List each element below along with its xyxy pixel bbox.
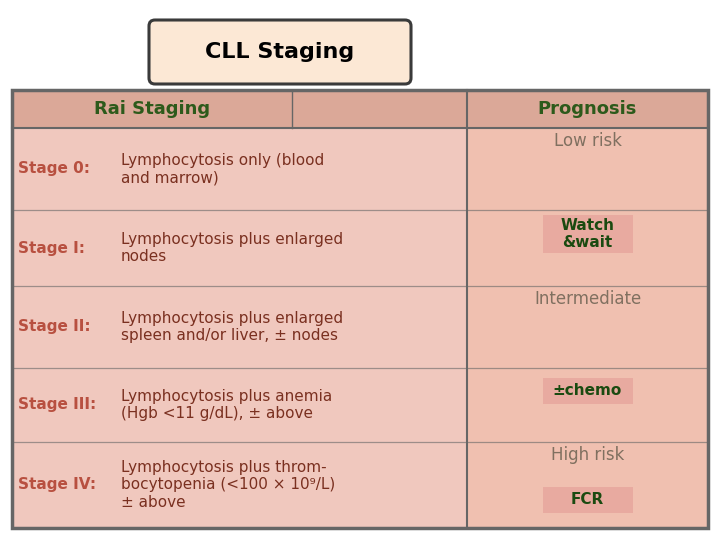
Bar (542, 377, 632, 403)
Text: Rai Staging: Rai Staging (94, 100, 210, 118)
Text: Watch
&wait: Watch &wait (560, 218, 614, 250)
Text: Lymphocytosis plus enlarged
nodes: Lymphocytosis plus enlarged nodes (121, 232, 343, 264)
Bar (468, 128, 707, 286)
Bar (12, 90, 708, 528)
Text: Prognosis: Prognosis (538, 100, 637, 118)
Text: Stage III:: Stage III: (18, 397, 96, 413)
Text: Stage 0:: Stage 0: (18, 161, 90, 177)
Text: Lymphocytosis plus anemia
(Hgb <11 g/dL), ± above: Lymphocytosis plus anemia (Hgb <11 g/dL)… (121, 389, 332, 421)
Text: ±chemo: ±chemo (553, 383, 622, 398)
Text: High risk: High risk (551, 446, 624, 464)
Bar (468, 442, 707, 528)
Text: Lymphocytosis plus enlarged
spleen and/or liver, ± nodes: Lymphocytosis plus enlarged spleen and/o… (121, 311, 343, 343)
Bar (12, 90, 708, 528)
Bar (12, 90, 708, 128)
Bar (468, 286, 707, 442)
Text: Low risk: Low risk (554, 132, 621, 150)
Text: Stage II:: Stage II: (18, 320, 91, 334)
Text: Intermediate: Intermediate (534, 290, 641, 308)
FancyBboxPatch shape (149, 20, 411, 84)
Bar (542, 487, 632, 512)
Text: Lymphocytosis plus throm-
bocytopenia (<100 × 10⁹/L)
± above: Lymphocytosis plus throm- bocytopenia (<… (121, 460, 336, 510)
Text: CLL Staging: CLL Staging (205, 42, 355, 62)
Text: Stage IV:: Stage IV: (18, 477, 96, 492)
Text: FCR: FCR (571, 492, 604, 507)
Bar (542, 215, 632, 253)
Text: Lymphocytosis only (blood
and marrow): Lymphocytosis only (blood and marrow) (121, 153, 324, 185)
Text: Stage I:: Stage I: (18, 240, 85, 255)
